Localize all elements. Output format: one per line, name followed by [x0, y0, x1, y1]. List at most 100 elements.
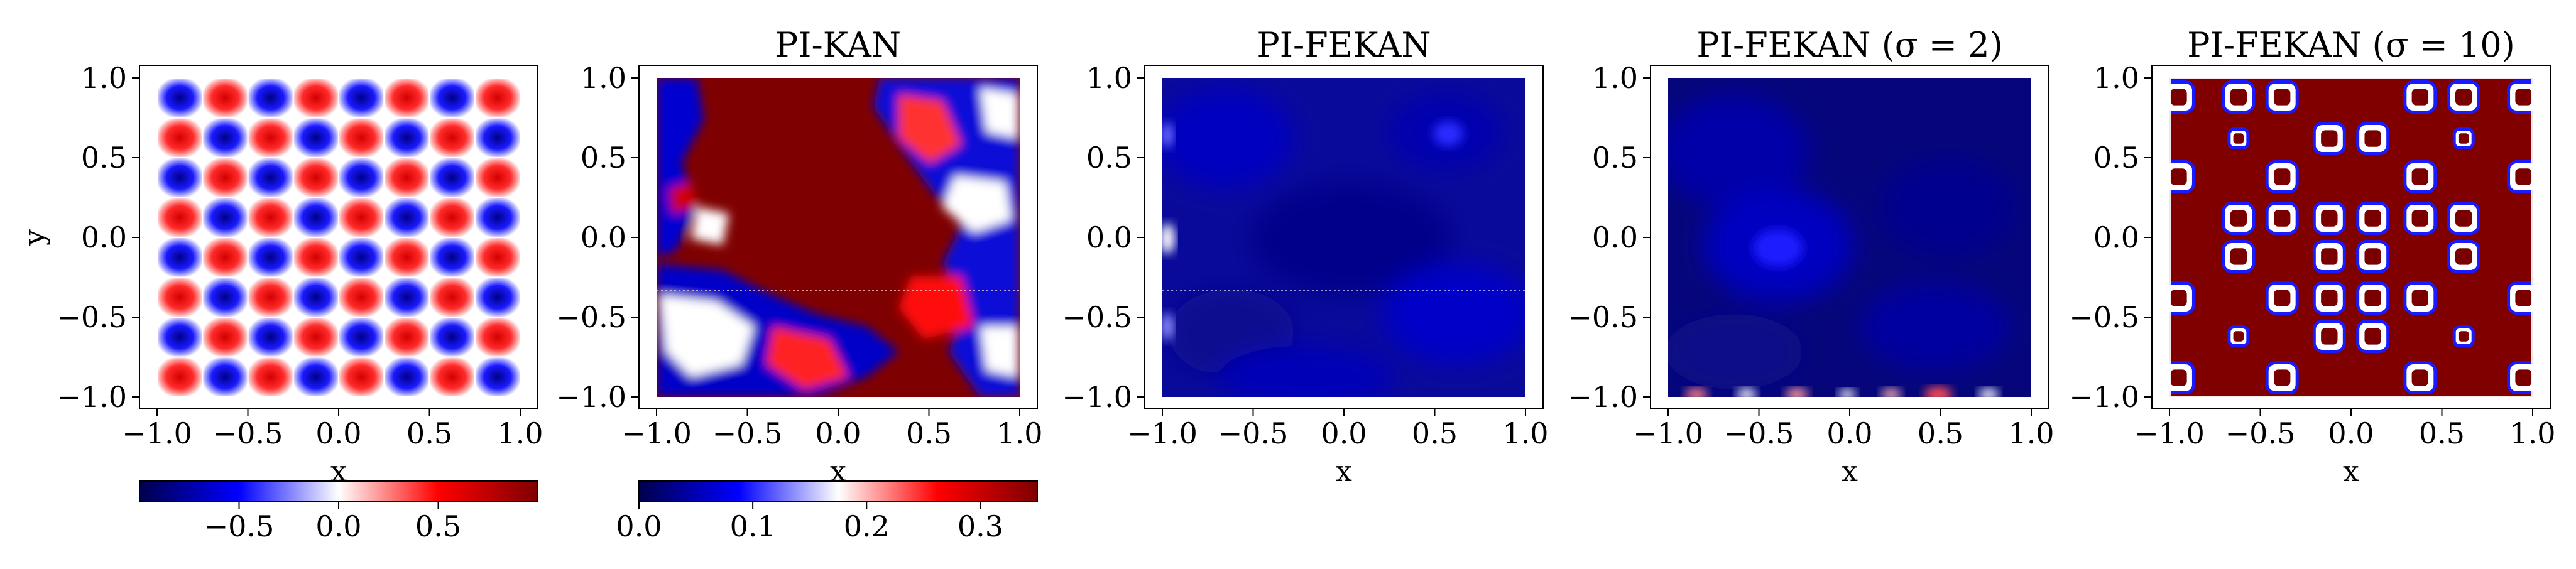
heatmap-cell-positive: [248, 198, 293, 237]
error-ring-core: [2364, 248, 2381, 265]
panel2-xlabel: x: [1336, 454, 1352, 488]
error-ring-core: [2455, 248, 2472, 265]
error-ring-core: [2230, 248, 2247, 265]
heatmap-cell-negative: [430, 238, 474, 277]
heatmap-cell-positive: [430, 357, 474, 396]
heatmap-cell-negative: [385, 118, 429, 157]
heatmap-cell-negative: [430, 79, 474, 117]
heatmap-cell-negative: [158, 158, 202, 197]
heatmap-cell-positive: [385, 318, 429, 357]
error-ring-core: [2455, 210, 2472, 227]
panel4-yticks: 1.0 0.5 0.0 −0.5 −1.0: [2069, 61, 2152, 414]
panel0-ytick-label: 0.5: [81, 141, 127, 175]
error-ring-core: [2321, 328, 2338, 345]
panel1-xtick-label: −0.5: [712, 416, 783, 450]
panel2-xtick-label: 1.0: [1502, 416, 1548, 450]
panel3-ytick-label: −1.0: [1568, 380, 1638, 414]
panel2-xtick-label: −0.5: [1218, 416, 1289, 450]
error-ring-core: [2455, 89, 2472, 106]
heatmap-cell-negative: [385, 278, 429, 317]
panel0-heatmap: [157, 78, 520, 397]
error-ring-core: [2411, 210, 2429, 227]
panel2-xticks: −1.0 −0.5 0.0 0.5 1.0: [1127, 408, 1549, 450]
colorbar1-gradient: [638, 480, 1038, 502]
colorbar-1: 0.0 0.1 0.2 0.3: [616, 480, 1038, 543]
panel1-yticks: 1.0 0.5 0.0 −0.5 −1.0: [556, 61, 639, 414]
heatmap-cell-negative: [475, 198, 520, 237]
panel3-xtick-label: 0.0: [1826, 416, 1872, 450]
panel3-xtick-label: −0.5: [1724, 416, 1794, 450]
panel4-xlabel: x: [2343, 454, 2359, 488]
heatmap-cell-negative: [158, 79, 202, 117]
panel4-xtick-label: 1.0: [2509, 416, 2555, 450]
panel1-xticks: −1.0 −0.5 0.0 0.5 1.0: [621, 408, 1043, 450]
colorbar-tick-label: 0.0: [315, 509, 361, 543]
panel0-xtick-label: 0.5: [407, 416, 452, 450]
panel2-yticks: 1.0 0.5 0.0 −0.5 −1.0: [1062, 61, 1145, 414]
error-ring-core: [2170, 369, 2187, 386]
heatmap-cell-positive: [430, 198, 474, 237]
heatmap-cell-negative: [203, 357, 248, 396]
panel4-ytick-label: −1.0: [2069, 380, 2139, 414]
panel-pi-fekan: PI-FEKAN −1.0 −0.5: [1062, 25, 1548, 488]
panel3-ytick-label: 1.0: [1592, 61, 1638, 95]
panel3-xticks: −1.0 −0.5 0.0 0.5 1.0: [1633, 408, 2055, 450]
panel1-ytick-label: −0.5: [556, 300, 626, 334]
panel1-ytick-label: 0.5: [581, 141, 626, 175]
panel4-xtick-label: 0.5: [2419, 416, 2465, 450]
panel0-xtick-label: −1.0: [122, 416, 192, 450]
heatmap-cell-positive: [430, 118, 474, 157]
heatmap-cell-negative: [248, 318, 293, 357]
heatmap-cell-positive: [293, 238, 338, 277]
panel4-xtick-label: −1.0: [2134, 416, 2205, 450]
heatmap-cell-positive: [339, 118, 384, 157]
panel0-ytick-label: 0.0: [81, 220, 127, 254]
heatmap-cell-positive: [248, 357, 293, 396]
colorbar-tick-label: 0.5: [415, 509, 461, 543]
panel3-heatmap: [1668, 78, 2031, 397]
panel-pi-fekan-sigma10: PI-FEKAN (σ = 10) −1.0 −0.5 0.0 0.5 1.0: [2069, 25, 2555, 488]
panel0-ytick-label: −0.5: [57, 300, 127, 334]
heatmap-cell-negative: [293, 357, 338, 396]
heatmap-cell-positive: [475, 79, 520, 117]
heatmap-cell-positive: [475, 318, 520, 357]
error-ring-core: [2411, 369, 2429, 386]
panel3-ytick-label: 0.5: [1592, 141, 1638, 175]
heatmap-cell-positive: [203, 318, 248, 357]
panel4-heatmap: [2169, 78, 2533, 397]
panel3-title: PI-FEKAN (σ = 2): [1696, 25, 2002, 65]
colorbar-tick-label: 0.0: [616, 509, 662, 543]
error-ring-core: [2515, 168, 2532, 185]
heatmap-cell-positive: [339, 198, 384, 237]
heatmap-cell-negative: [430, 158, 474, 197]
heatmap-cell-negative: [293, 278, 338, 317]
heatmap-cell-positive: [203, 238, 248, 277]
error-ring-core: [2273, 290, 2291, 306]
heatmap-cell-positive: [248, 278, 293, 317]
heatmap-cell-negative: [475, 118, 520, 157]
error-ring-core: [2170, 290, 2187, 306]
heatmap-cell-negative: [339, 238, 384, 277]
heatmap-cell-negative: [203, 118, 248, 157]
heatmap-cell-negative: [339, 79, 384, 117]
panel2-ytick-label: 1.0: [1086, 61, 1132, 95]
panel3-xtick-label: 1.0: [2008, 416, 2054, 450]
panel1-xtick-label: −1.0: [621, 416, 692, 450]
error-ring-core: [2321, 248, 2338, 265]
panel2-ytick-label: −0.5: [1062, 300, 1132, 334]
panel4-ytick-label: 0.0: [2093, 220, 2139, 254]
heatmap-cell-positive: [203, 158, 248, 197]
panel3-xtick-label: −1.0: [1633, 416, 1703, 450]
heatmap-cell-positive: [158, 198, 202, 237]
heatmap-cell-positive: [385, 158, 429, 197]
error-ring-core: [2321, 210, 2338, 227]
panel0-ytick-label: −1.0: [57, 380, 127, 414]
heatmap-cell-positive: [430, 278, 474, 317]
panel3-bottom-spots: [1685, 387, 1999, 397]
heatmap-cell-negative: [293, 118, 338, 157]
panel2-title: PI-FEKAN: [1257, 25, 1431, 65]
error-ring-core: [2233, 331, 2244, 342]
panel1-xtick-label: 0.5: [906, 416, 952, 450]
error-ring-core: [2411, 168, 2429, 185]
